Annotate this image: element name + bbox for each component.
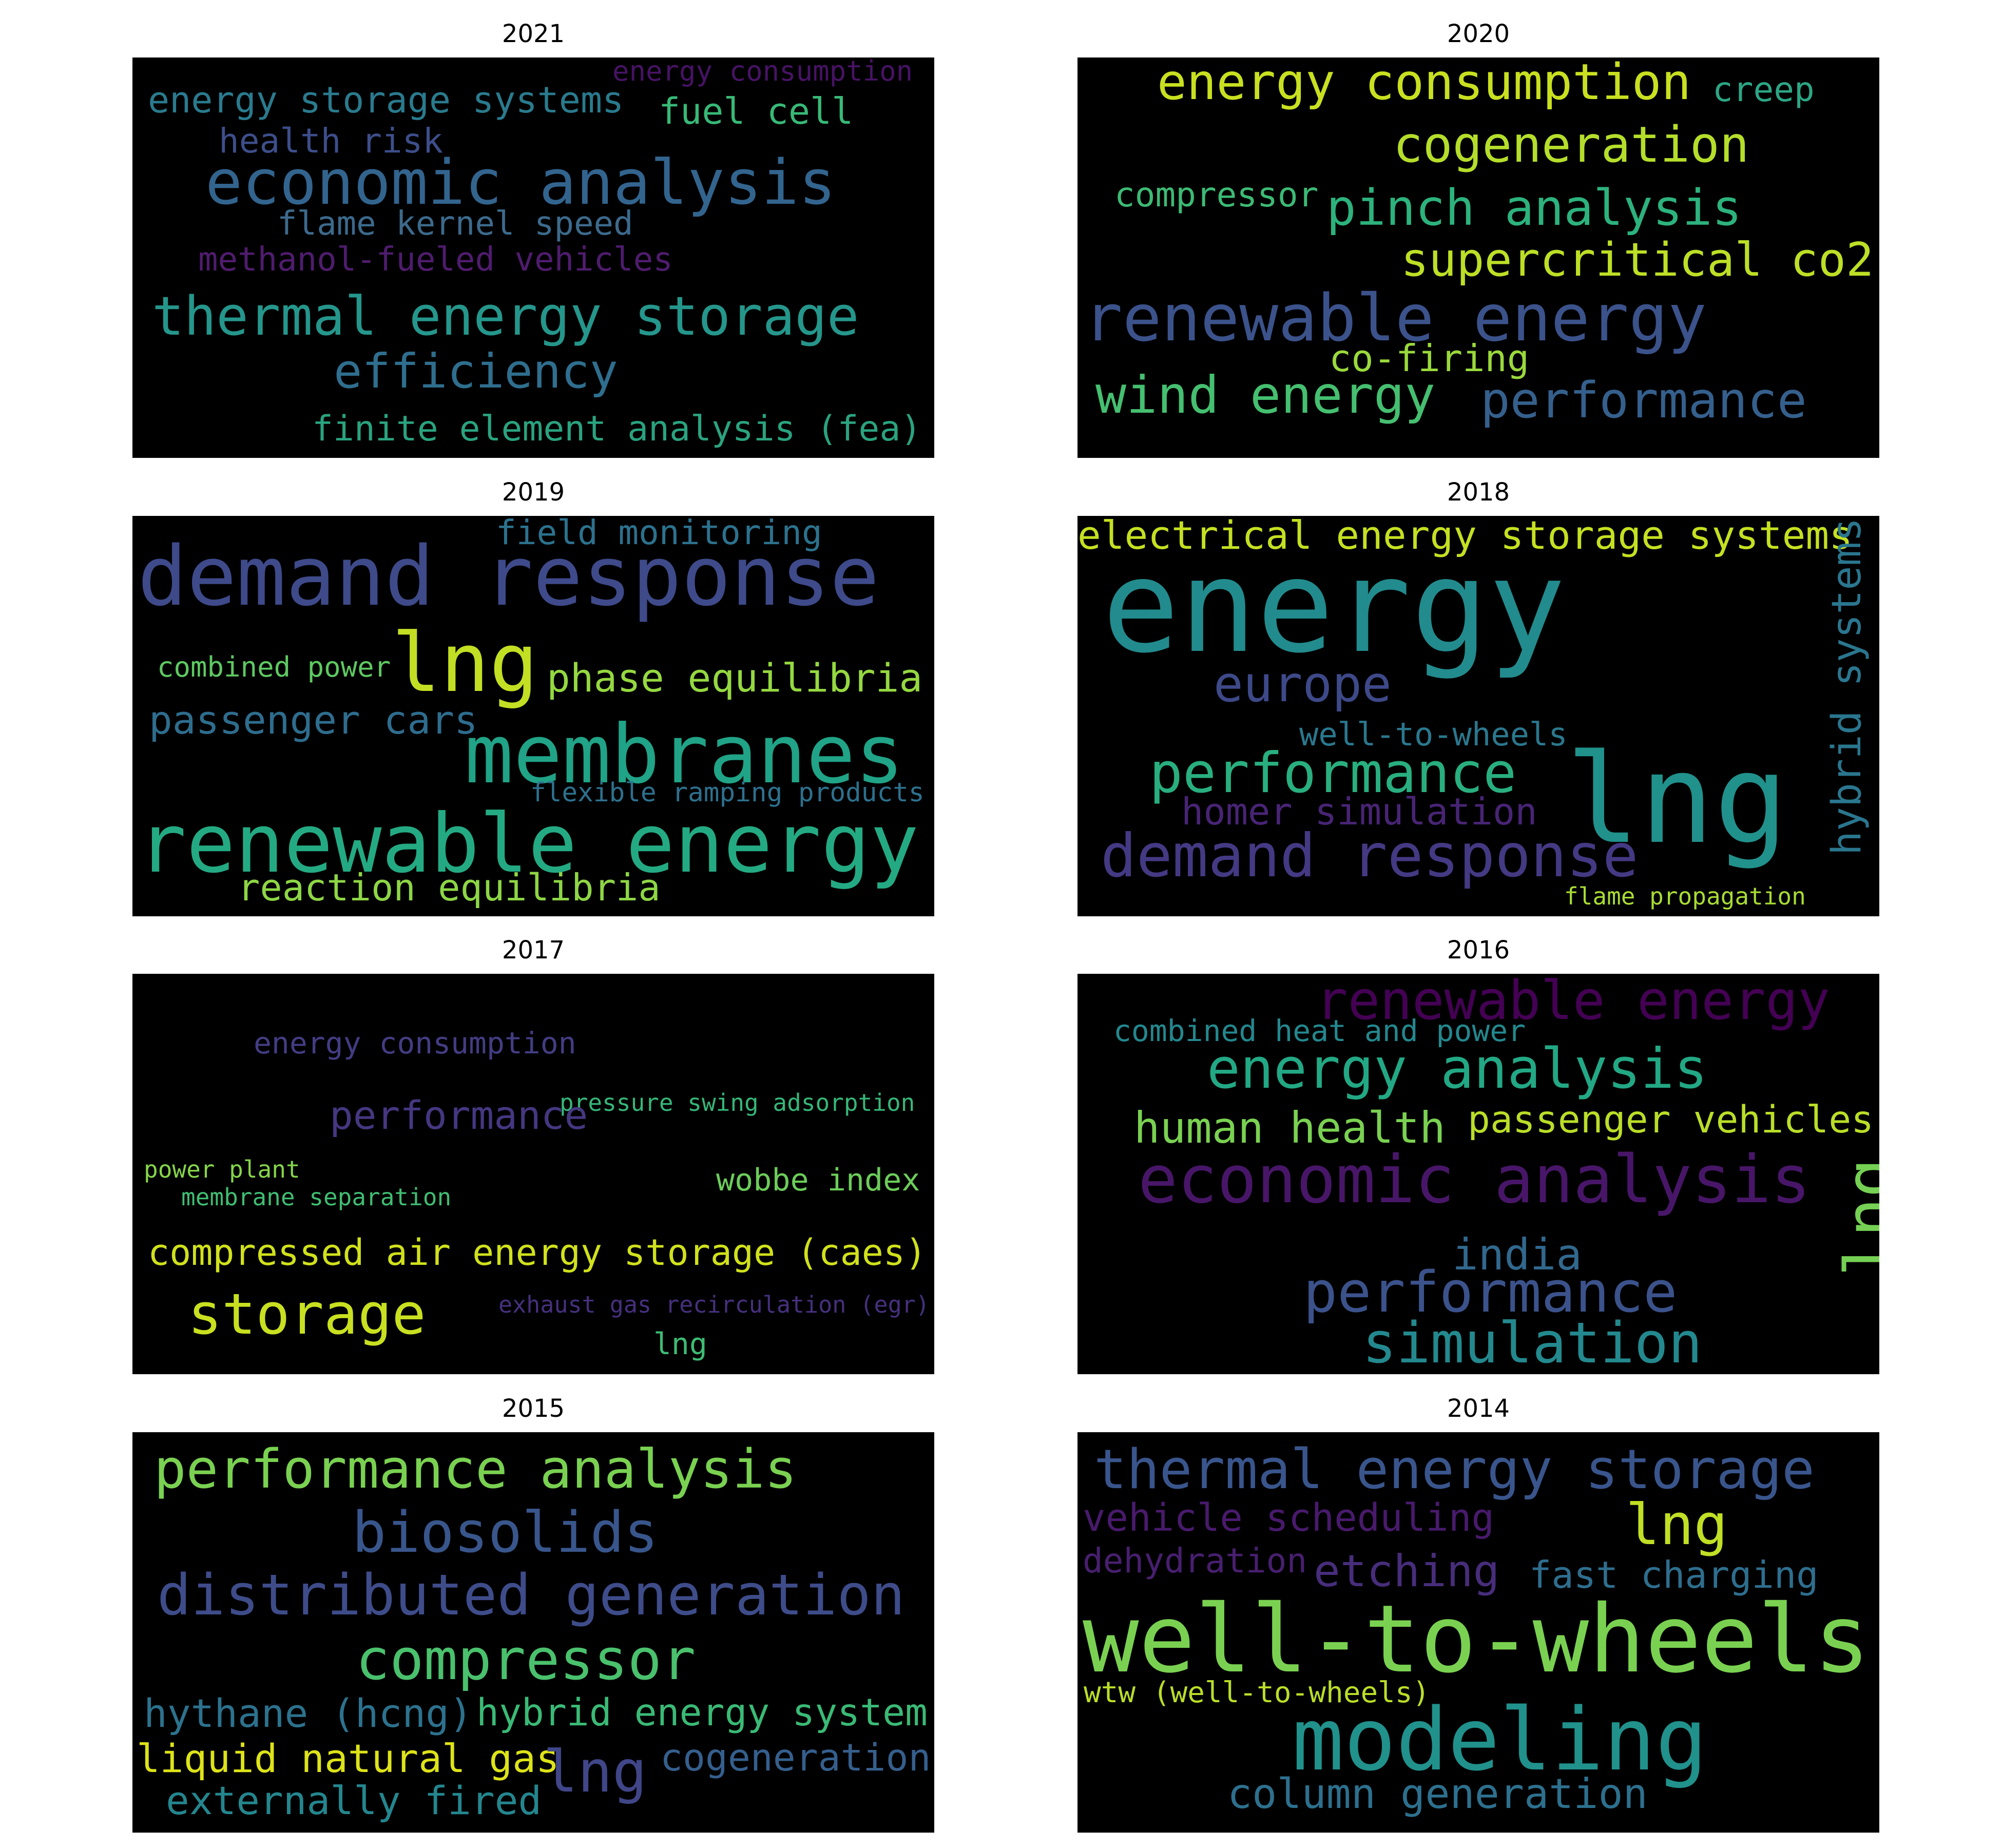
word-cloud: renewable energy combined heat and power e… xyxy=(1077,974,1879,1374)
cloud-word: wobbe index xyxy=(716,1162,920,1198)
cloud-word: lng xyxy=(1832,1158,1879,1277)
cloud-word: demand response xyxy=(1101,821,1639,891)
cloud-word: energy consumption xyxy=(1157,57,1691,111)
cloud-word: liquid natural gas xyxy=(137,1736,560,1781)
cloud-word: compressor xyxy=(1114,175,1319,215)
cloud-word: supercritical co2 xyxy=(1401,233,1874,287)
cloud-word: thermal energy storage xyxy=(152,285,859,348)
cloud-word: flexible ramping products xyxy=(530,778,925,808)
cloud-word: distributed generation xyxy=(157,1562,905,1628)
cloud-word: cogeneration xyxy=(1393,116,1749,174)
cloud-word: column generation xyxy=(1227,1770,1648,1818)
panel-title: 2017 xyxy=(502,936,565,965)
cloud-word: energy xyxy=(1102,532,1566,681)
cloud-word: renewable energy xyxy=(1084,280,1707,356)
cloud-word: pressure swing adsorption xyxy=(560,1089,915,1116)
cloud-word: india xyxy=(1452,1229,1582,1280)
cloud-word: performance xyxy=(1149,741,1517,805)
cloud-word: hythane (hcng) xyxy=(144,1690,473,1736)
cloud-word: vehicle scheduling xyxy=(1083,1496,1494,1540)
panel-title: 2015 xyxy=(502,1394,565,1423)
cloud-word: performance xyxy=(1480,372,1807,429)
cloud-word: renewable energy xyxy=(138,797,919,891)
cloud-word: modeling xyxy=(1292,1689,1708,1790)
cloud-word: lng xyxy=(653,1326,707,1361)
cloud-word: performance xyxy=(1303,1259,1678,1325)
cloud-word: compressed air energy storage (caes) xyxy=(148,1231,927,1274)
cloud-word: wind energy xyxy=(1095,365,1436,425)
cloud-word: lng xyxy=(1566,727,1788,871)
cloud-word: lng xyxy=(543,1739,647,1805)
cloud-word: phase equilibria xyxy=(547,655,923,701)
cloud-word: creep xyxy=(1712,70,1815,109)
cloud-word: hybrid energy system xyxy=(476,1691,928,1735)
cloud-word: compressor xyxy=(356,1627,696,1692)
cloud-word: demand response xyxy=(138,528,879,624)
word-cloud: field monitoring demand response lng combin… xyxy=(132,516,934,916)
cloud-word: dehydration xyxy=(1083,1541,1307,1581)
panel-title: 2019 xyxy=(502,478,565,507)
cloud-word: passenger vehicles xyxy=(1468,1098,1874,1142)
word-cloud: performance analysis biosolids distributed… xyxy=(132,1432,934,1833)
cloud-word: energy storage systems xyxy=(148,79,624,121)
cloud-word: pinch analysis xyxy=(1326,179,1742,237)
cloud-word: performance analysis xyxy=(154,1438,797,1500)
cloud-word: electrical energy storage systems xyxy=(1077,516,1853,558)
cloud-word: etching xyxy=(1314,1546,1500,1597)
cloud-word: combined heat and power xyxy=(1113,1013,1526,1048)
word-cloud: energy consumption creep cogeneration compr… xyxy=(1077,57,1879,458)
panel-title: 2016 xyxy=(1447,936,1510,965)
cloud-word: co-firing xyxy=(1329,337,1530,380)
cloud-word: cogeneration xyxy=(660,1736,931,1780)
cloud-word: europe xyxy=(1214,656,1392,713)
cloud-word: human health xyxy=(1134,1103,1446,1153)
cloud-word: biosolids xyxy=(352,1499,659,1565)
cloud-word: methanol-fueled vehicles xyxy=(198,241,673,279)
cloud-word: energy consumption xyxy=(612,57,913,87)
cloud-word: well-to-wheels xyxy=(1299,716,1568,753)
cloud-word: power plant xyxy=(144,1156,300,1183)
cloud-word: energy analysis xyxy=(1207,1037,1708,1101)
panel-title: 2014 xyxy=(1447,1394,1510,1423)
cloud-word: passenger cars xyxy=(149,697,478,743)
cloud-word: renewable energy xyxy=(1316,974,1830,1032)
cloud-word: exhaust gas recirculation (egr) xyxy=(498,1291,930,1318)
cloud-word: reaction equilibria xyxy=(238,866,661,909)
cloud-word: lng xyxy=(392,616,538,710)
cloud-word: flame propagation xyxy=(1564,882,1806,910)
word-cloud: energy consumption pressure swing adsorpt… xyxy=(132,974,934,1374)
cloud-word: hybrid systems xyxy=(1824,517,1870,855)
cloud-word: economic analysis xyxy=(205,147,836,219)
cloud-word: externally fired xyxy=(166,1778,542,1823)
cloud-word: combined power xyxy=(157,651,391,683)
cloud-word: flame kernel speed xyxy=(277,205,633,243)
cloud-word: fuel cell xyxy=(659,90,854,132)
word-cloud: thermal energy storage vehicle scheduling… xyxy=(1077,1432,1879,1833)
cloud-word: simulation xyxy=(1362,1310,1703,1374)
cloud-word: homer simulation xyxy=(1181,790,1537,833)
cloud-word: finite element analysis (fea) xyxy=(312,409,922,449)
panel-title: 2018 xyxy=(1447,478,1510,507)
cloud-word: storage xyxy=(188,1281,426,1347)
cloud-word: membranes xyxy=(465,707,904,802)
cloud-word: performance xyxy=(330,1092,588,1138)
cloud-word: health risk xyxy=(219,121,444,161)
cloud-word: field monitoring xyxy=(496,516,822,552)
cloud-word: well-to-wheels xyxy=(1083,1585,1871,1693)
cloud-word: fast charging xyxy=(1529,1553,1819,1596)
panel-title: 2020 xyxy=(1447,20,1510,48)
cloud-word: economic analysis xyxy=(1138,1142,1811,1218)
cloud-word: energy consumption xyxy=(254,1026,576,1061)
cloud-word: efficiency xyxy=(334,344,618,399)
panel-title: 2021 xyxy=(502,20,565,48)
cloud-word: wtw (well-to-wheels) xyxy=(1084,1676,1430,1709)
word-cloud: energy consumption energy storage systems… xyxy=(132,57,934,458)
cloud-word: thermal energy storage xyxy=(1094,1438,1815,1501)
cloud-word: membrane separation xyxy=(181,1183,452,1211)
word-cloud: electrical energy storage systems energy h… xyxy=(1077,516,1879,916)
cloud-word: lng xyxy=(1626,1492,1728,1557)
